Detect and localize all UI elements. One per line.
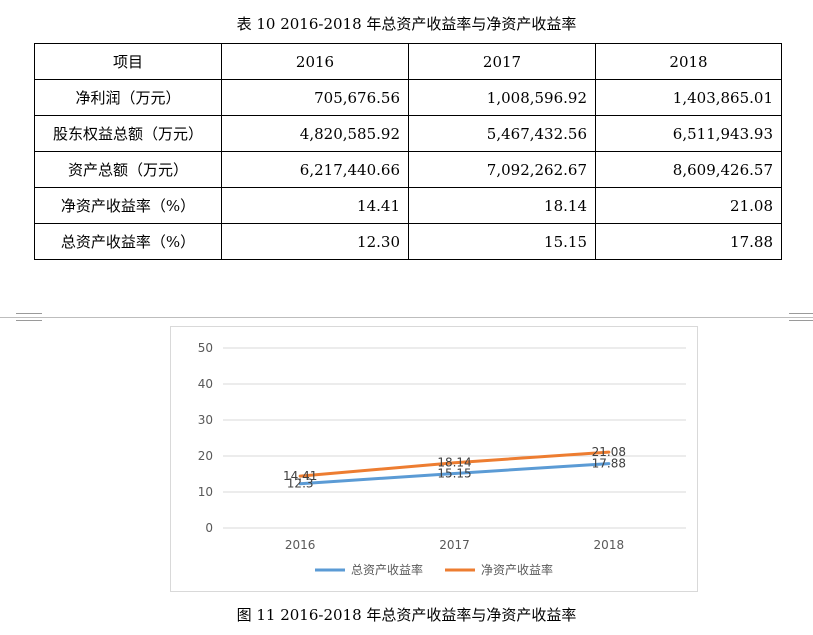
row-label: 股东权益总额（万元） — [34, 115, 222, 152]
margin-marker-left — [16, 313, 42, 321]
table-cell: 6,511,943.93 — [595, 115, 782, 152]
table-row: 净利润（万元） 705,676.56 1,008,596.92 1,403,86… — [34, 79, 782, 116]
data-label: 17.88 — [592, 457, 626, 471]
figure-caption: 图 11 2016-2018 年总资产收益率与净资产收益率 — [236, 606, 577, 624]
table-cell: 17.88 — [595, 223, 782, 260]
x-tick-label: 2018 — [594, 538, 625, 552]
header-cell: 2018 — [595, 43, 782, 80]
y-tick-label: 40 — [198, 377, 213, 391]
series-line-2 — [298, 450, 611, 478]
margin-marker-right — [789, 313, 813, 321]
header-cell: 项目 — [34, 43, 222, 80]
table-cell: 14.41 — [221, 187, 409, 224]
row-label: 总资产收益率（%） — [34, 223, 222, 260]
y-tick-label: 0 — [205, 521, 213, 535]
y-tick-label: 50 — [198, 341, 213, 355]
table-row: 总资产收益率（%） 12.30 15.15 17.88 — [34, 223, 782, 260]
table-row: 净资产收益率（%） 14.41 18.14 21.08 — [34, 187, 782, 224]
table-cell: 21.08 — [595, 187, 782, 224]
data-label: 15.15 — [437, 466, 471, 480]
table-cell: 1,403,865.01 — [595, 79, 782, 116]
table-cell: 18.14 — [408, 187, 596, 224]
table-cell: 4,820,585.92 — [221, 115, 409, 152]
page-break-divider — [0, 317, 813, 318]
table-title: 表 10 2016-2018 年总资产收益率与净资产收益率 — [236, 15, 577, 33]
data-label: 21.08 — [592, 445, 626, 459]
data-label: 14.41 — [283, 469, 317, 483]
row-label: 资产总额（万元） — [34, 151, 222, 188]
chart-container: 0 10 20 30 40 50 2016 2017 2018 12.3 15.15 17.88 14.… — [170, 326, 698, 592]
table-cell: 15.15 — [408, 223, 596, 260]
y-tick-label: 30 — [198, 413, 213, 427]
header-cell: 2017 — [408, 43, 596, 80]
x-tick-label: 2016 — [285, 538, 316, 552]
x-tick-label: 2017 — [439, 538, 470, 552]
line-chart: 0 10 20 30 40 50 2016 2017 2018 12.3 15.15 17.88 14.… — [198, 341, 686, 577]
series-line-1 — [298, 462, 611, 486]
table-cell: 12.30 — [221, 223, 409, 260]
data-table: 项目 2016 2017 2018 净利润（万元） 705,676.56 1,0… — [34, 43, 782, 260]
table-cell: 705,676.56 — [221, 79, 409, 116]
table-cell: 8,609,426.57 — [595, 151, 782, 188]
legend-label: 总资产收益率 — [351, 562, 423, 577]
row-label: 净资产收益率（%） — [34, 187, 222, 224]
table-cell: 7,092,262.67 — [408, 151, 596, 188]
header-cell: 2016 — [221, 43, 409, 80]
table-row: 资产总额（万元） 6,217,440.66 7,092,262.67 8,609… — [34, 151, 782, 188]
table-row: 股东权益总额（万元） 4,820,585.92 5,467,432.56 6,5… — [34, 115, 782, 152]
row-label: 净利润（万元） — [34, 79, 222, 116]
table-cell: 5,467,432.56 — [408, 115, 596, 152]
data-label: 18.14 — [437, 456, 471, 470]
table-cell: 1,008,596.92 — [408, 79, 596, 116]
table-header-row: 项目 2016 2017 2018 — [34, 43, 782, 80]
y-tick-label: 10 — [198, 485, 213, 499]
table-cell: 6,217,440.66 — [221, 151, 409, 188]
data-label: 12.3 — [287, 477, 314, 491]
legend-label: 净资产收益率 — [481, 562, 553, 577]
y-tick-label: 20 — [198, 449, 213, 463]
